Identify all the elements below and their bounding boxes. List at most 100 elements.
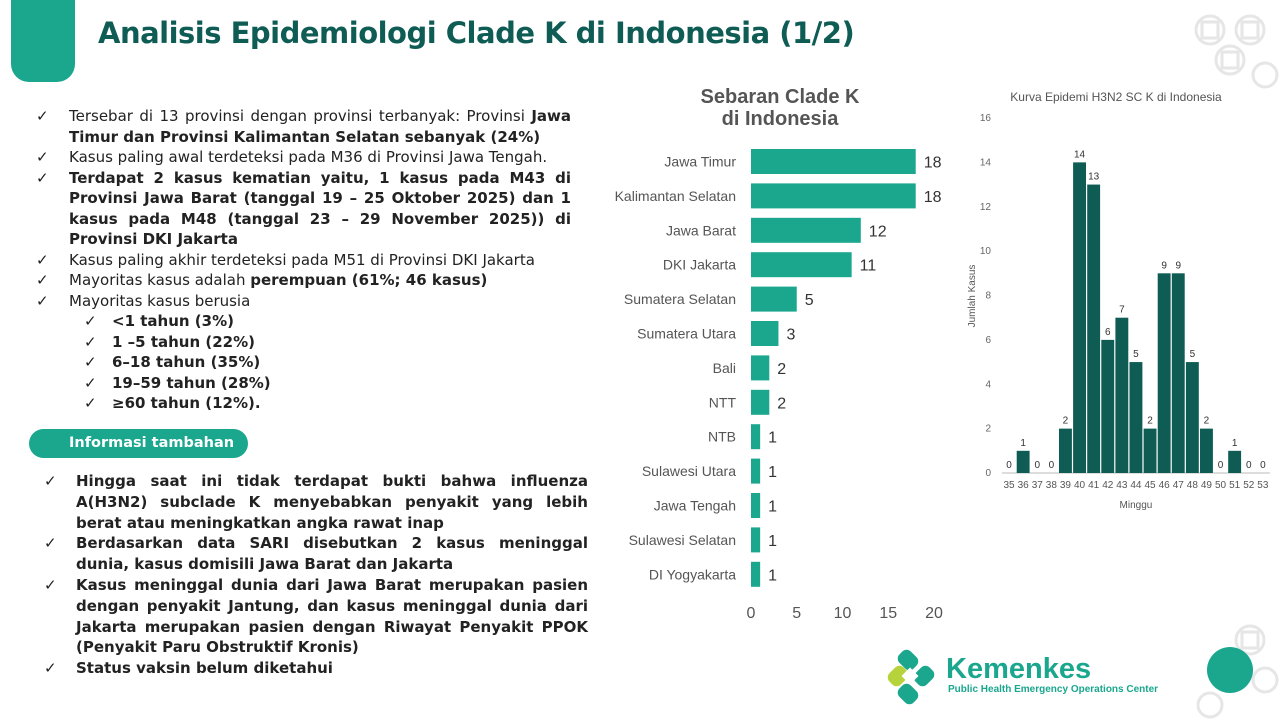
age-item: ✓ 1 –5 tahun (22%)	[84, 332, 255, 351]
data-label: 18	[924, 189, 942, 206]
data-label: 6	[1105, 327, 1111, 338]
data-label: 2	[1204, 416, 1210, 427]
data-label: 1	[1020, 438, 1026, 449]
data-label: 18	[924, 155, 942, 172]
category-label: Jawa Tengah	[654, 498, 736, 514]
data-label: 1	[1232, 438, 1238, 449]
check-icon: ✓	[84, 332, 97, 351]
x-tick-label: 39	[1060, 480, 1072, 491]
bar	[751, 527, 761, 553]
bullet-text: Kasus paling awal terdeteksi pada M36 di…	[69, 148, 548, 166]
data-label: 0	[1049, 460, 1055, 471]
summary-bullets: ✓ Tersebar di 13 provinsi dengan provins…	[36, 106, 571, 414]
y-axis-label: Jumlah Kasus	[967, 265, 978, 328]
bar	[1115, 317, 1129, 473]
bar	[1185, 362, 1199, 473]
x-tick-label: 20	[925, 605, 943, 622]
data-label: 9	[1175, 260, 1181, 271]
chart-title: Sebaran Clade K	[701, 86, 861, 108]
data-label: 13	[1088, 172, 1100, 183]
bar	[751, 286, 797, 312]
bullet-text: Mayoritas kasus adalah	[69, 271, 251, 289]
x-tick-label: 38	[1046, 480, 1058, 491]
info-item: ✓ Kasus meninggal dunia dari Jawa Barat m…	[44, 575, 588, 657]
category-label: Sumatera Selatan	[624, 291, 736, 307]
x-tick-label: 48	[1187, 480, 1199, 491]
bar	[1129, 362, 1143, 473]
x-tick-label: 50	[1215, 480, 1227, 491]
y-tick-label: 16	[980, 113, 992, 124]
x-axis-label: Minggu	[1120, 500, 1153, 511]
bar	[1171, 273, 1185, 473]
data-label: 1	[768, 464, 777, 481]
check-icon: ✓	[84, 312, 97, 330]
data-label: 3	[786, 327, 795, 344]
category-label: DI Yogyakarta	[649, 566, 736, 582]
info-item: ✓ Status vaksin belum diketahui	[44, 659, 333, 678]
bullet-item: ✓ Terdapat 2 kasus kematian yaitu, 1 kas…	[36, 168, 571, 250]
category-label: Sumatera Utara	[637, 326, 736, 342]
x-tick-label: 45	[1144, 480, 1156, 491]
bullet-item: ✓ Kasus paling akhir terdeteksi pada M51…	[36, 250, 571, 271]
category-label: Sulawesi Selatan	[629, 532, 736, 548]
province-bar-chart: Sebaran Clade Kdi Indonesia Jawa Timur 18 K…	[615, 86, 943, 622]
bar	[751, 355, 770, 381]
age-item: ✓ 19–59 tahun (28%)	[84, 373, 271, 392]
bullet-text: Terdapat 2 kasus kematian yaitu, 1 kasus…	[69, 168, 571, 249]
age-item: ✓ 6–18 tahun (35%)	[84, 353, 261, 371]
check-icon: ✓	[36, 107, 49, 125]
data-label: 2	[1147, 416, 1153, 427]
bar	[1157, 273, 1171, 473]
bullet-item: ✓ Kasus paling awal terdeteksi pada M36 …	[36, 147, 571, 168]
info-item: ✓ Hingga saat ini tidak terdapat bukti ba…	[44, 472, 588, 532]
data-label: 1	[768, 430, 777, 447]
slide-nav-circle[interactable]	[1207, 647, 1253, 693]
logo-subtitle: Public Health Emergency Operations Cente…	[948, 684, 1158, 695]
age-item: ✓ <1 tahun (3%)	[84, 312, 234, 330]
x-tick-label: 44	[1130, 480, 1142, 491]
info-bullets: ✓ Hingga saat ini tidak terdapat bukti ba…	[44, 471, 588, 679]
info-section-label: Informasi tambahan	[29, 429, 248, 458]
chart-title: di Indonesia	[722, 108, 840, 130]
check-icon: ✓	[44, 534, 57, 553]
age-item: ✓ ≥60 tahun (12%).	[84, 394, 261, 412]
data-label: 2	[1063, 416, 1069, 427]
x-tick-label: 51	[1229, 480, 1241, 491]
data-label: 0	[1006, 460, 1012, 471]
data-label: 12	[869, 223, 887, 240]
data-label: 0	[1246, 460, 1252, 471]
check-icon: ✓	[44, 472, 57, 490]
age-sublist: ✓ <1 tahun (3%) ✓ 1 –5 tahun (22%) ✓ 6–18 t…	[36, 311, 571, 414]
check-icon: ✓	[44, 659, 57, 678]
category-label: Kalimantan Selatan	[615, 188, 736, 204]
category-label: Jawa Barat	[666, 222, 736, 238]
category-label: NTB	[708, 429, 736, 445]
bar	[751, 561, 761, 587]
x-tick-label: 15	[879, 605, 897, 622]
x-tick-label: 41	[1088, 480, 1100, 491]
bar	[751, 252, 852, 278]
x-tick-label: 10	[834, 605, 852, 622]
data-label: 14	[1074, 149, 1086, 160]
y-tick-label: 2	[985, 424, 991, 435]
bar	[1059, 428, 1072, 473]
check-icon: ✓	[36, 291, 49, 310]
category-label: Bali	[713, 360, 736, 376]
data-label: 1	[768, 533, 777, 550]
kemenkes-logo-icon	[887, 649, 935, 705]
bullet-text-bold: perempuan (61%; 46 kasus)	[250, 271, 488, 289]
check-icon: ✓	[84, 394, 97, 412]
kemenkes-logo: Kemenkes Public Health Emergency Operati…	[887, 649, 1158, 705]
data-label: 1	[768, 567, 777, 584]
check-icon: ✓	[36, 271, 49, 289]
bullet-text: Kasus paling akhir terdeteksi pada M51 d…	[69, 250, 535, 269]
x-tick-label: 52	[1243, 480, 1255, 491]
data-label: 9	[1161, 260, 1167, 271]
data-label: 0	[1034, 460, 1040, 471]
category-label: NTT	[709, 394, 737, 410]
bar	[751, 458, 761, 484]
category-label: DKI Jakarta	[663, 257, 736, 273]
bar	[751, 493, 761, 518]
x-tick-label: 0	[747, 605, 756, 622]
data-label: 2	[777, 361, 786, 378]
